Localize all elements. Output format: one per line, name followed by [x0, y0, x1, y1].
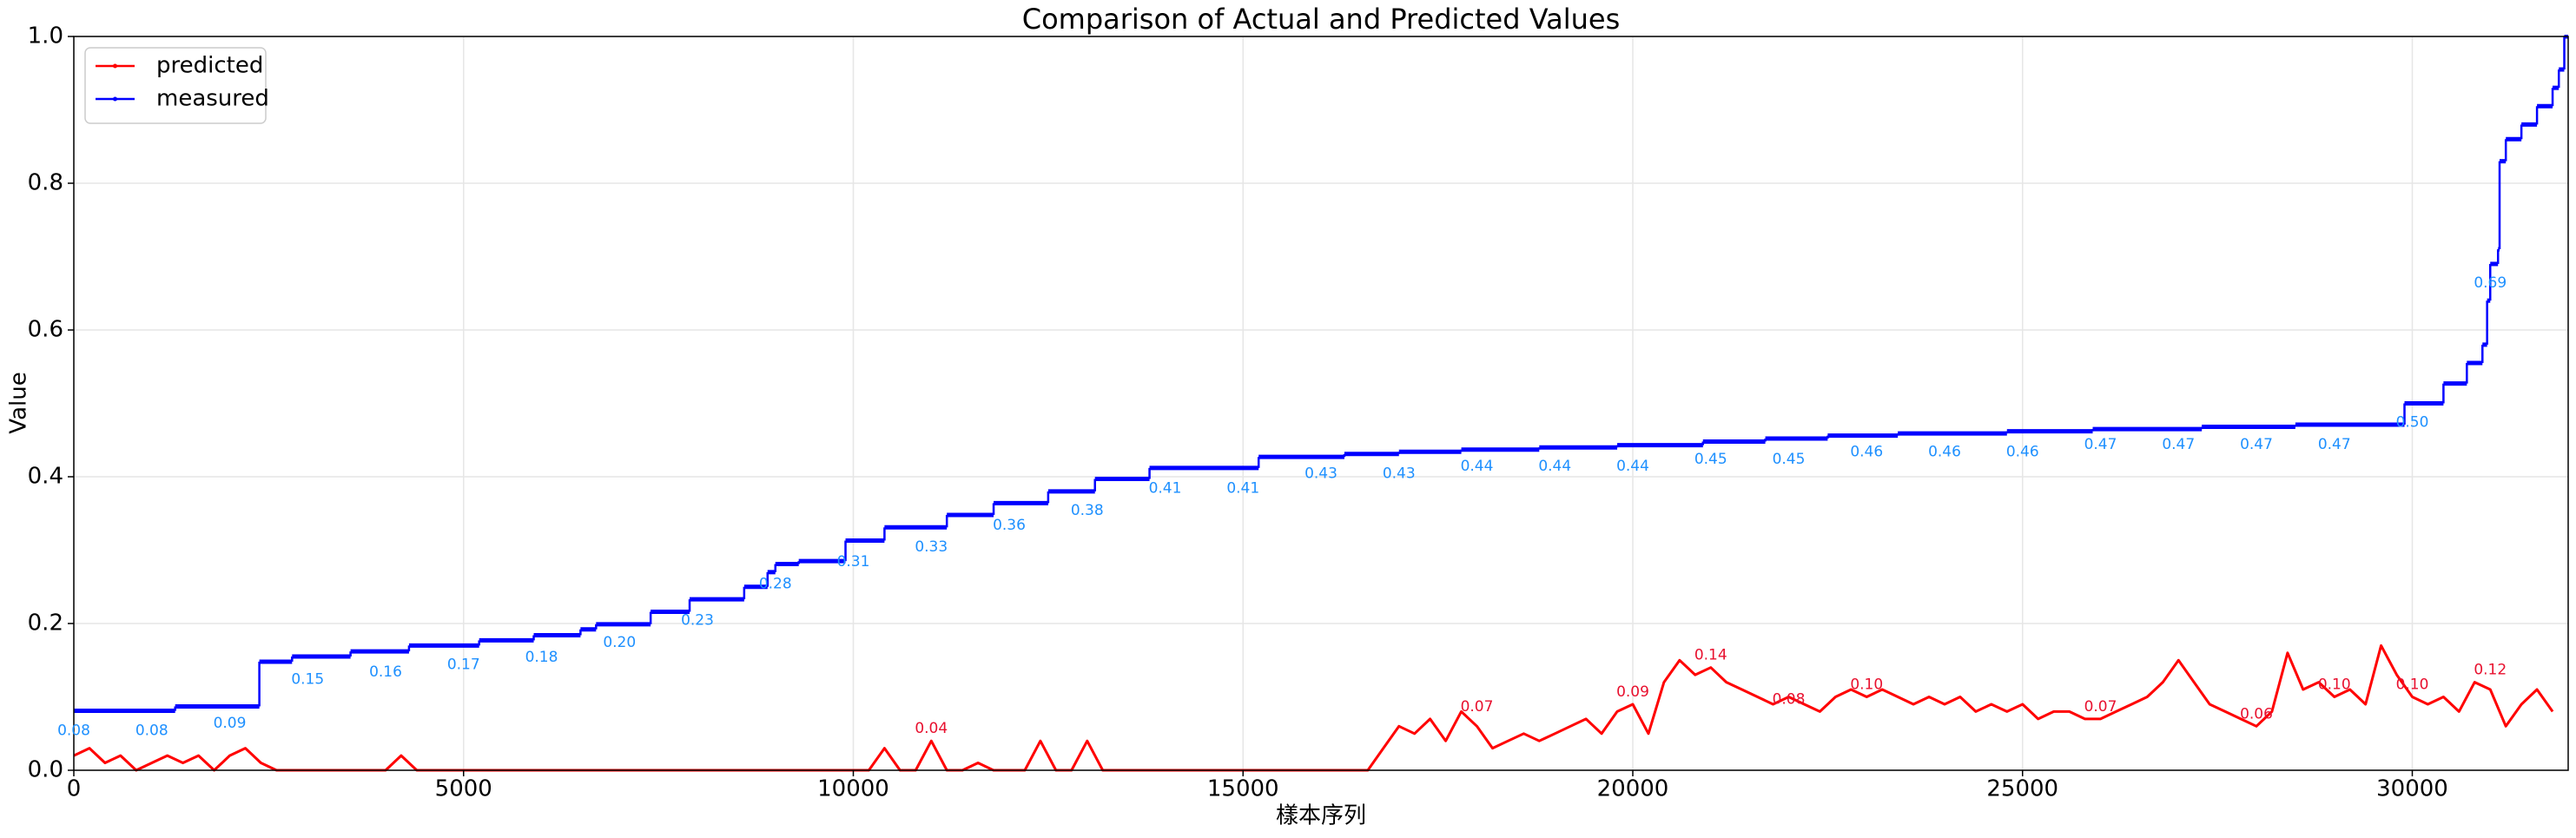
data-label: 0.43 [1383, 465, 1416, 483]
x-tick-label: 10000 [817, 776, 889, 802]
data-label: 0.47 [2162, 436, 2195, 453]
data-label: 0.69 [2474, 274, 2507, 292]
data-label: 0.12 [2474, 662, 2507, 679]
data-label: 0.47 [2084, 436, 2117, 453]
data-label: 0.04 [915, 720, 948, 737]
x-tick-label: 25000 [1986, 776, 2058, 802]
data-label: 0.45 [1694, 451, 1727, 468]
data-label: 0.23 [681, 612, 714, 630]
legend-label: measured [156, 86, 269, 112]
data-label: 0.09 [1616, 683, 1649, 701]
data-label: 0.46 [1928, 443, 1961, 460]
legend: predicted measured [84, 47, 269, 124]
data-label: 0.44 [1538, 458, 1571, 475]
legend-marker [113, 96, 117, 102]
data-label: 0.16 [369, 663, 402, 681]
data-label: 0.08 [135, 722, 168, 739]
data-label: 0.50 [2396, 414, 2429, 432]
y-tick-label: 1.0 [28, 23, 63, 49]
data-label: 0.46 [1850, 443, 1883, 460]
data-label: 0.08 [1773, 690, 1806, 708]
x-tick-label: 20000 [1597, 776, 1669, 802]
y-tick-label: 0.4 [28, 464, 63, 490]
data-label: 0.33 [915, 538, 948, 556]
x-tick-label: 30000 [2376, 776, 2448, 802]
data-label: 0.08 [57, 722, 90, 739]
y-axis-label: Value [6, 372, 32, 433]
y-tick-label: 0.2 [28, 610, 63, 637]
data-label: 0.10 [1850, 676, 1883, 694]
x-tick-label: 0 [67, 776, 82, 802]
data-label: 0.10 [2396, 676, 2429, 694]
data-label: 0.07 [2084, 698, 2117, 716]
legend-marker [113, 63, 117, 69]
data-label: 0.41 [1149, 480, 1182, 498]
data-label: 0.44 [1616, 458, 1649, 475]
y-tick-label: 0.8 [28, 170, 63, 196]
data-label: 0.47 [2318, 436, 2351, 453]
data-label: 0.45 [1773, 451, 1806, 468]
data-label: 0.07 [1461, 698, 1494, 716]
data-label: 0.09 [214, 715, 247, 732]
axes-frame [73, 36, 2569, 771]
data-label: 0.15 [291, 670, 324, 688]
data-label: 0.18 [525, 649, 558, 666]
data-label: 0.06 [2240, 705, 2273, 723]
data-label: 0.41 [1226, 480, 1259, 498]
labels: 0 5000 10000 15000 20000 25000 30000 0.0 0.2 0.4 0… [28, 23, 2507, 802]
data-label: 0.10 [2318, 676, 2351, 694]
data-label: 0.46 [2006, 443, 2039, 460]
data-label: 0.28 [759, 575, 792, 592]
data-label: 0.20 [603, 634, 636, 651]
x-axis-label: 樣本序列 [1276, 803, 1366, 829]
x-tick-label: 15000 [1207, 776, 1279, 802]
data-label: 0.14 [1694, 647, 1727, 664]
data-label: 0.44 [1461, 458, 1494, 475]
y-tick-label: 0.0 [28, 757, 63, 783]
data-label: 0.31 [837, 553, 870, 571]
data-label: 0.36 [993, 517, 1026, 534]
x-tick-label: 5000 [435, 776, 492, 802]
data-label: 0.17 [447, 656, 480, 673]
data-label: 0.43 [1305, 465, 1338, 483]
data-label: 0.47 [2240, 436, 2273, 453]
y-tick-label: 0.6 [28, 317, 63, 343]
data-label: 0.38 [1071, 502, 1104, 519]
chart-title: Comparison of Actual and Predicted Value… [1022, 3, 1621, 36]
legend-label: predicted [156, 53, 263, 79]
